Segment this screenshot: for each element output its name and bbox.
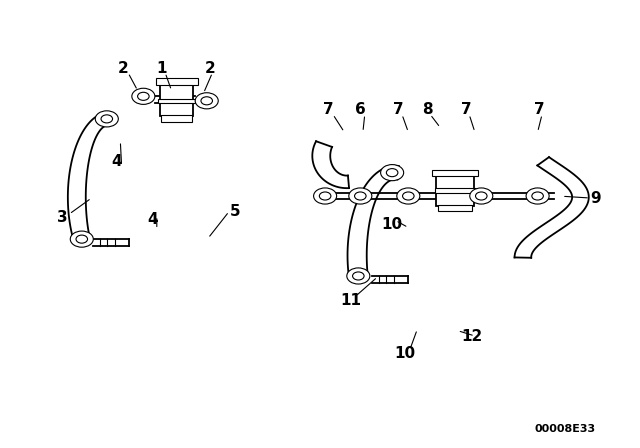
Text: 11: 11 [340, 293, 361, 308]
Text: 5: 5 [230, 204, 241, 219]
Text: 6: 6 [355, 102, 365, 117]
Circle shape [95, 111, 118, 127]
Text: 10: 10 [381, 216, 403, 232]
Text: 1: 1 [156, 60, 166, 76]
Circle shape [132, 88, 155, 104]
Circle shape [347, 268, 370, 284]
Text: 7: 7 [393, 102, 403, 117]
Circle shape [314, 188, 337, 204]
Polygon shape [68, 112, 108, 242]
Circle shape [319, 192, 331, 200]
Text: 9: 9 [590, 190, 600, 206]
Polygon shape [312, 141, 349, 188]
Text: 8: 8 [422, 102, 433, 117]
Text: 7: 7 [461, 102, 471, 117]
Text: 2: 2 [205, 60, 215, 76]
Text: 7: 7 [323, 102, 333, 117]
Circle shape [470, 188, 493, 204]
Circle shape [353, 272, 364, 280]
Bar [435, 188, 476, 193]
Circle shape [76, 235, 88, 243]
Polygon shape [515, 157, 589, 258]
Polygon shape [348, 166, 399, 278]
Text: 00008E33: 00008E33 [534, 424, 596, 434]
Circle shape [532, 192, 543, 200]
Bar [158, 99, 195, 103]
Text: 2: 2 [118, 60, 129, 76]
Circle shape [526, 188, 549, 204]
Bar [160, 83, 193, 116]
Circle shape [349, 188, 372, 204]
Circle shape [355, 192, 366, 200]
Circle shape [387, 168, 398, 177]
Circle shape [201, 97, 212, 105]
Circle shape [195, 93, 218, 109]
Text: 3: 3 [58, 210, 68, 225]
Circle shape [403, 192, 414, 200]
Bar [436, 174, 474, 206]
Text: 4: 4 [112, 154, 122, 169]
Text: 10: 10 [394, 346, 416, 362]
Bar [161, 115, 192, 122]
Circle shape [476, 192, 487, 200]
Circle shape [138, 92, 149, 100]
Bar [432, 170, 478, 176]
Bar [156, 78, 198, 85]
Text: 12: 12 [461, 329, 483, 345]
Circle shape [381, 164, 404, 181]
Circle shape [397, 188, 420, 204]
Bar [438, 205, 472, 211]
Text: 4: 4 [147, 212, 157, 227]
Circle shape [70, 231, 93, 247]
Text: 7: 7 [534, 102, 545, 117]
Circle shape [101, 115, 113, 123]
